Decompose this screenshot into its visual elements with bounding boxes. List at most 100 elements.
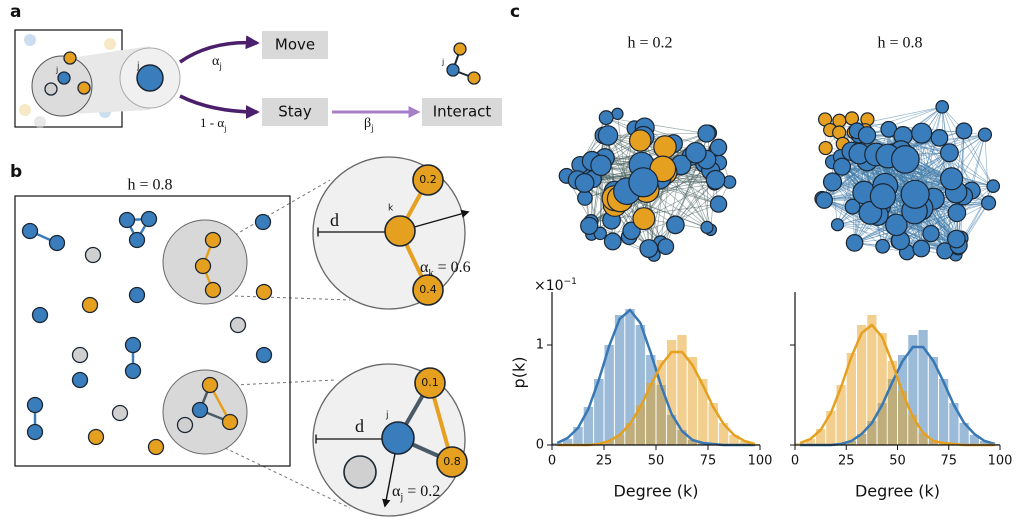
text-part: α [212,54,220,69]
text-part: j [399,492,403,503]
node [467,71,481,85]
rate-label: αj = 0.2 [392,483,440,503]
node [381,421,415,455]
x-axis-label: Degree (k) [855,482,940,501]
guide [234,179,331,236]
node [128,286,146,304]
edge [841,166,964,197]
node [697,124,716,143]
text-part: j [223,123,226,133]
node [947,229,966,249]
bar [918,330,928,445]
node [628,167,659,198]
arrow [179,94,260,119]
weight-label: 0.4 [419,283,437,296]
text-part: j [370,123,374,133]
node [947,203,967,223]
edge [866,106,943,136]
node [128,231,146,249]
node [124,362,142,380]
x-tick-label: 100 [988,454,1013,469]
bar [604,441,614,445]
node [229,316,247,334]
node [653,135,677,159]
node [84,246,102,264]
bar [625,309,635,445]
bar [739,441,750,445]
node [911,122,933,144]
guide [224,447,351,509]
bar [928,441,938,445]
x-tick-label: 75 [700,454,717,469]
state-label: Stay [278,103,312,121]
node [201,376,219,394]
edge [660,179,716,244]
text-part: β [364,116,371,131]
text-part: α [217,115,224,130]
state-box [262,31,328,59]
node [935,100,950,114]
node [204,281,222,299]
bar [562,439,573,445]
text-part: = 0.2 [403,483,440,500]
node [221,413,239,431]
state-label: Move [275,36,315,54]
node [722,175,737,189]
node-label: j [385,411,389,421]
bar [698,379,708,445]
y-multiplier: ×10−1 [534,277,577,295]
node [930,129,949,147]
neighborhood [31,55,93,117]
node [666,215,685,235]
panel-title: h = 0.8 [127,177,172,194]
bar [646,383,656,445]
node [453,42,467,56]
node [832,157,852,176]
edge [941,106,952,179]
x-tick-label: 25 [838,454,855,469]
node-label: j [441,58,444,67]
state-box [422,98,502,126]
bar [614,435,625,445]
node [343,455,377,489]
node [922,224,940,243]
node [77,81,91,95]
y-tick-label: 1 [536,338,544,353]
bar [857,325,867,445]
node [255,283,273,301]
rate-label: αk = 0.6 [420,259,471,279]
network-title: h = 0.2 [627,35,672,52]
bar [816,429,826,445]
node [136,64,164,92]
edge [608,132,709,136]
node [194,257,212,275]
edge [602,135,645,219]
node [21,222,39,240]
node [26,423,44,441]
weight-label: 0.1 [421,376,439,389]
bar [687,357,698,445]
x-tick-label: 50 [889,454,906,469]
node [44,82,58,96]
node [71,371,89,389]
arena [14,195,291,467]
text-part: 1 - [200,115,217,130]
panel-label: b [10,162,22,182]
panel-label: a [10,2,21,22]
bar [836,385,846,445]
node [204,231,222,249]
node [628,129,652,152]
x-tick-label: 0 [548,454,556,469]
edge [984,134,989,203]
node [436,446,468,478]
bar [959,423,969,445]
node [603,232,622,251]
bar [969,435,979,445]
bar [898,391,908,445]
x-tick-label: 75 [940,454,957,469]
node [709,138,728,157]
rate-label: βj [364,116,374,133]
bar [980,441,990,445]
bar [573,427,583,445]
bar [635,405,646,445]
